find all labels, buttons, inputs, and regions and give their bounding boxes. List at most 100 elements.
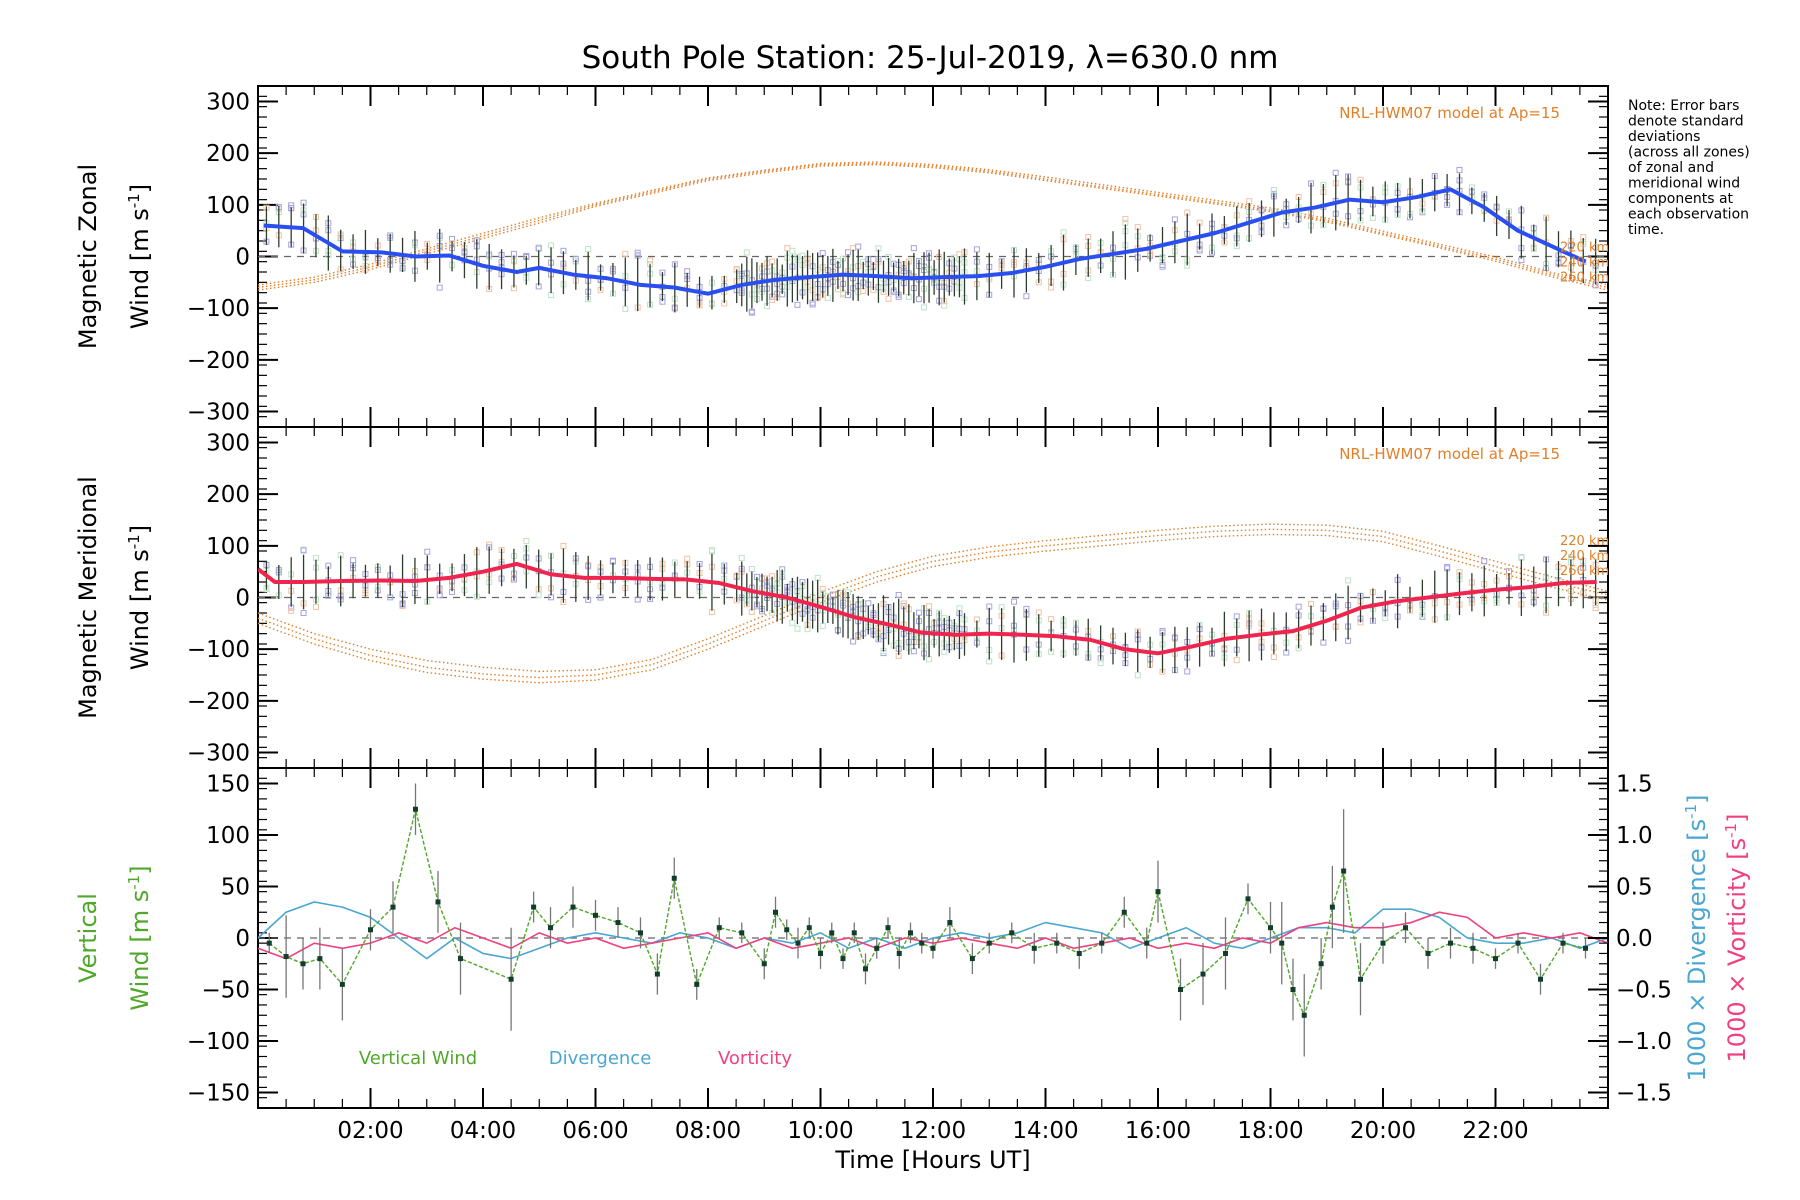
vertical-wind-point xyxy=(1155,889,1161,895)
scatter-point xyxy=(895,591,902,598)
vertical-wind-point xyxy=(1144,940,1150,946)
scatter-point xyxy=(915,296,922,303)
vertical-wind-point xyxy=(390,904,396,910)
vertical-wind-point xyxy=(508,976,514,982)
scatter-point xyxy=(748,565,755,572)
vertical-wind-point xyxy=(896,950,902,956)
x-tick-label: 22:00 xyxy=(1462,1118,1528,1144)
scatter-point xyxy=(915,609,922,616)
vertical-wind-point xyxy=(1178,987,1183,993)
scatter-point xyxy=(288,607,295,614)
y-axis-label-units: Wind [m s-1] xyxy=(125,865,154,1010)
scatter-point xyxy=(784,245,791,252)
y-tick-label: −100 xyxy=(187,1029,250,1055)
plot-area xyxy=(258,783,1608,1057)
label-exponent: -1 xyxy=(1682,804,1700,819)
vertical-wind-point xyxy=(593,912,598,918)
scatter-point xyxy=(769,296,776,303)
scatter-point xyxy=(1332,169,1339,176)
y-tick-label: −300 xyxy=(187,741,250,767)
vertical-wind-point xyxy=(919,940,925,946)
scatter-point xyxy=(300,547,307,554)
scatter-point xyxy=(809,299,816,306)
x-tick-label: 02:00 xyxy=(337,1118,403,1144)
scatter-point xyxy=(1270,654,1277,661)
model-height-label: 240 km xyxy=(1560,255,1609,270)
units-bracket: ] xyxy=(126,865,154,874)
model-height-label: 220 km xyxy=(1560,534,1609,549)
vertical-wind-point xyxy=(1223,950,1228,956)
note-line: time. xyxy=(1628,222,1664,238)
vertical-wind-point xyxy=(829,930,835,936)
scatter-point xyxy=(1159,263,1166,270)
scatter-point xyxy=(824,295,831,302)
units-text: Wind [m s xyxy=(126,549,154,670)
vertical-wind-point xyxy=(368,927,373,933)
scatter-point xyxy=(647,257,654,264)
model-height-label: 240 km xyxy=(1560,549,1609,564)
scatter-point xyxy=(819,250,826,257)
scatter-point xyxy=(1270,187,1277,194)
y-tick-label: 200 xyxy=(206,482,250,508)
y-tick-label: 150 xyxy=(206,771,250,797)
x-axis-label: Time [Hours UT] xyxy=(834,1146,1030,1174)
model-height-label: 220 km xyxy=(1560,240,1609,255)
scatter-point xyxy=(622,250,629,257)
scatter-point xyxy=(312,554,319,561)
scatter-point xyxy=(634,596,641,603)
y-tick-label: 300 xyxy=(206,431,250,457)
legend-vorticity: Vorticity xyxy=(718,1048,792,1069)
y-tick-label: 100 xyxy=(206,534,250,560)
scatter-point xyxy=(1481,558,1488,565)
vertical-wind-point xyxy=(1121,909,1127,915)
x-tick-label: 16:00 xyxy=(1125,1118,1191,1144)
y2-tick-label: −0.5 xyxy=(1616,978,1672,1004)
scatter-point xyxy=(1506,568,1512,575)
scatter-point xyxy=(845,249,852,256)
scatter-point xyxy=(855,243,862,250)
vertical-wind-point xyxy=(435,899,441,905)
vertical-wind-point xyxy=(1076,950,1082,956)
vertical-wind-point xyxy=(1279,940,1285,946)
y-tick-label: 100 xyxy=(206,823,250,849)
scatter-point xyxy=(1592,605,1599,612)
scatter-point xyxy=(819,623,826,630)
vertical-wind-point xyxy=(1380,940,1386,946)
scatter-point xyxy=(926,603,933,610)
scatter-point xyxy=(941,302,948,309)
scatter-point xyxy=(860,288,867,295)
scatter-point xyxy=(585,246,592,253)
scatter-point xyxy=(814,574,821,581)
scatter-point xyxy=(910,245,917,252)
scatter-point xyxy=(986,658,993,665)
y-tick-label: 0 xyxy=(235,586,250,612)
scatter-point xyxy=(829,591,836,598)
note-line: denote standard xyxy=(1628,114,1744,130)
scatter-point xyxy=(548,242,555,249)
vertical-wind-point xyxy=(300,961,306,967)
scatter-point xyxy=(794,625,801,632)
scatter-point xyxy=(708,548,715,555)
model-height-label: 260 km xyxy=(1560,564,1609,579)
scatter-point xyxy=(1233,613,1240,620)
scatter-point xyxy=(436,284,443,291)
vertical-wind-point xyxy=(531,904,537,910)
label-exponent: -1 xyxy=(1722,823,1740,838)
scatter-point xyxy=(1035,609,1042,616)
vertical-wind-point xyxy=(1583,945,1588,951)
panels: 300 200 100 0 −100 −200 −300 Magnetic Zonal Wind… xyxy=(74,85,1751,1109)
y2-tick-label: 0.0 xyxy=(1616,926,1653,952)
scatter-point xyxy=(921,304,927,311)
units-text: Wind [m s xyxy=(126,890,154,1011)
scatter-point xyxy=(973,246,980,253)
vertical-wind-point xyxy=(1099,940,1105,946)
vertical-wind-point xyxy=(947,920,953,926)
x-tick-label: 08:00 xyxy=(675,1118,741,1144)
y-tick-label: −150 xyxy=(187,1081,250,1107)
scatter-point xyxy=(840,291,846,298)
model-curve xyxy=(258,533,1608,684)
vertical-wind-point xyxy=(784,927,790,933)
vertical-wind-point xyxy=(1054,940,1060,946)
scatter-point xyxy=(523,538,530,545)
